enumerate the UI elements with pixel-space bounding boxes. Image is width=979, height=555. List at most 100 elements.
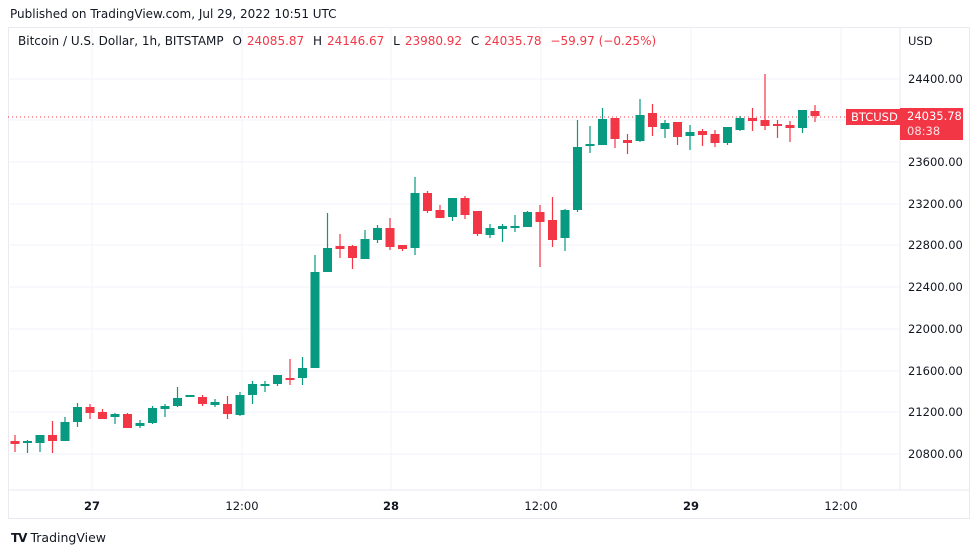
- price-axis: 24400.00 23600.00 23200.00 22800.00 22400.00…: [908, 34, 963, 461]
- candle: [573, 120, 582, 212]
- candle: [298, 357, 307, 385]
- candle: [710, 130, 720, 147]
- footer-branding[interactable]: TV TradingView: [11, 530, 106, 545]
- brand-name: TradingView: [30, 530, 107, 545]
- candle: [623, 134, 632, 154]
- candle: [448, 198, 457, 221]
- candle: [548, 197, 557, 247]
- price-tick-label: 21600.00: [908, 364, 963, 378]
- published-caption: Published on TradingView.com, Jul 29, 20…: [10, 7, 337, 21]
- time-axis: 27 12:00 28 12:00 29 12:00: [84, 499, 858, 513]
- candle: [423, 191, 432, 213]
- candle: [360, 230, 370, 259]
- candle: [48, 421, 57, 453]
- candle: [398, 245, 407, 251]
- price-tick-label: 23200.00: [908, 197, 963, 211]
- candle: [498, 224, 507, 242]
- currency-label: USD: [908, 34, 933, 48]
- chart-frame[interactable]: [8, 27, 970, 519]
- candle: [98, 409, 107, 419]
- candle: [160, 404, 170, 417]
- symbol-description: Bitcoin / U.S. Dollar, 1h, BITSTAMP: [18, 34, 224, 48]
- last-price-value: 24035.78: [907, 109, 962, 123]
- time-tick-label: 12:00: [824, 499, 857, 513]
- candle: [485, 224, 495, 238]
- candle: [335, 234, 345, 258]
- close-value: C 24035.78: [470, 34, 542, 48]
- candle: [273, 375, 282, 386]
- candle: [123, 413, 132, 428]
- candle: [85, 404, 95, 419]
- time-tick-label: 12:00: [524, 499, 557, 513]
- candle: [735, 116, 745, 131]
- candle: [723, 127, 732, 145]
- candle: [285, 359, 295, 385]
- candle: [260, 381, 270, 392]
- price-tick-label: 24400.00: [908, 72, 963, 86]
- candle: [435, 205, 445, 218]
- candle: [610, 118, 620, 148]
- candle: [698, 129, 707, 146]
- candle: [223, 396, 232, 419]
- candle: [598, 108, 607, 145]
- candle: [535, 205, 545, 267]
- time-tick-label: 12:00: [225, 499, 258, 513]
- candle: [760, 74, 770, 130]
- price-tick-label: 22400.00: [908, 280, 963, 294]
- candle: [210, 399, 220, 407]
- candle: [148, 406, 157, 424]
- low-value: L 23980.92: [393, 34, 463, 48]
- candles: [10, 74, 820, 453]
- time-tick-label: 28: [383, 499, 399, 513]
- candle: [648, 104, 657, 136]
- price-tick-label: 22000.00: [908, 322, 963, 336]
- grid-lines: [8, 27, 900, 490]
- candle: [685, 125, 695, 150]
- symbol-price-tag: BTCUSD: [846, 109, 903, 125]
- candle: [510, 215, 520, 232]
- candle: [560, 209, 570, 251]
- candle: [23, 440, 32, 453]
- open-value: O 24085.87: [232, 34, 305, 48]
- time-tick-label: 29: [683, 499, 699, 513]
- candle: [635, 99, 645, 142]
- candle: [773, 120, 782, 138]
- candle: [60, 417, 70, 441]
- bar-countdown: 08:38: [907, 124, 941, 138]
- candle: [460, 196, 470, 219]
- candle: [323, 213, 332, 272]
- price-tick-label: 21200.00: [908, 405, 963, 419]
- candle: [73, 403, 82, 427]
- candle: [810, 105, 820, 122]
- candle: [248, 381, 257, 404]
- candle: [348, 245, 357, 269]
- time-tick-label: 27: [84, 499, 100, 513]
- candle: [135, 420, 145, 428]
- candle: [410, 177, 420, 255]
- candle: [198, 395, 207, 406]
- candle: [660, 120, 670, 138]
- tradingview-logo-icon: TV: [11, 530, 28, 545]
- change-value: −59.97 (−0.25%): [550, 34, 657, 48]
- high-value: H 24146.67: [313, 34, 385, 48]
- candle: [35, 435, 45, 452]
- candle: [523, 211, 532, 227]
- price-tick-label: 22800.00: [908, 238, 963, 252]
- candle: [585, 126, 595, 153]
- candle: [110, 413, 120, 424]
- candle: [785, 121, 795, 142]
- candle: [673, 122, 682, 145]
- candle: [235, 392, 245, 416]
- chart-legend: Bitcoin / U.S. Dollar, 1h, BITSTAMP O 240…: [18, 34, 661, 48]
- candle: [798, 110, 807, 133]
- candle: [748, 108, 757, 131]
- last-price-label: 24035.78 08:38: [900, 108, 963, 140]
- price-tick-label: 23600.00: [908, 155, 963, 169]
- candle: [473, 211, 482, 236]
- candle: [10, 435, 20, 452]
- candle: [173, 387, 182, 407]
- candle: [310, 255, 320, 368]
- candle: [185, 395, 195, 397]
- candle: [373, 225, 382, 243]
